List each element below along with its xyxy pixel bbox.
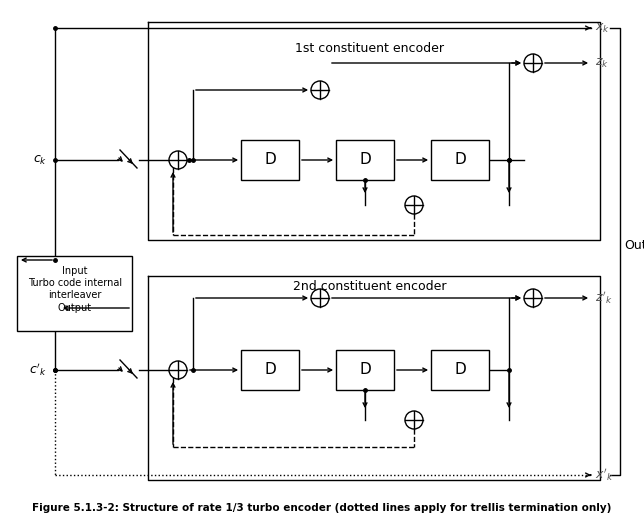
Bar [17, 255, 133, 330]
Circle shape [169, 151, 187, 169]
Text: D: D [454, 362, 466, 377]
Bar [336, 140, 394, 180]
Circle shape [311, 81, 329, 99]
Bar [431, 140, 489, 180]
Text: Turbo code internal: Turbo code internal [28, 278, 122, 288]
Text: Output: Output [58, 303, 92, 313]
Circle shape [169, 361, 187, 379]
Circle shape [405, 196, 423, 214]
Text: $x_k$: $x_k$ [595, 21, 610, 35]
Text: 1st constituent encoder: 1st constituent encoder [296, 41, 444, 54]
Bar [241, 350, 299, 390]
Text: $z'_k$: $z'_k$ [595, 290, 612, 306]
Text: $x'_k$: $x'_k$ [595, 467, 614, 483]
Circle shape [524, 54, 542, 72]
Text: D: D [454, 153, 466, 168]
Text: D: D [264, 362, 276, 377]
Text: 2nd constituent encoder: 2nd constituent encoder [293, 281, 447, 294]
Circle shape [405, 411, 423, 429]
Circle shape [524, 289, 542, 307]
Circle shape [311, 289, 329, 307]
Bar [336, 350, 394, 390]
Bar [431, 350, 489, 390]
Bar [241, 140, 299, 180]
Text: $c'_k$: $c'_k$ [30, 362, 47, 378]
Text: $z_k$: $z_k$ [595, 56, 609, 70]
Text: interleaver: interleaver [48, 290, 102, 300]
Text: Output: Output [624, 238, 644, 251]
Text: Figure 5.1.3-2: Structure of rate 1/3 turbo encoder (dotted lines apply for trel: Figure 5.1.3-2: Structure of rate 1/3 tu… [32, 503, 612, 513]
Text: D: D [359, 153, 371, 168]
Text: $c_k$: $c_k$ [33, 154, 47, 166]
Text: Input: Input [62, 266, 88, 276]
Text: D: D [264, 153, 276, 168]
Text: D: D [359, 362, 371, 377]
